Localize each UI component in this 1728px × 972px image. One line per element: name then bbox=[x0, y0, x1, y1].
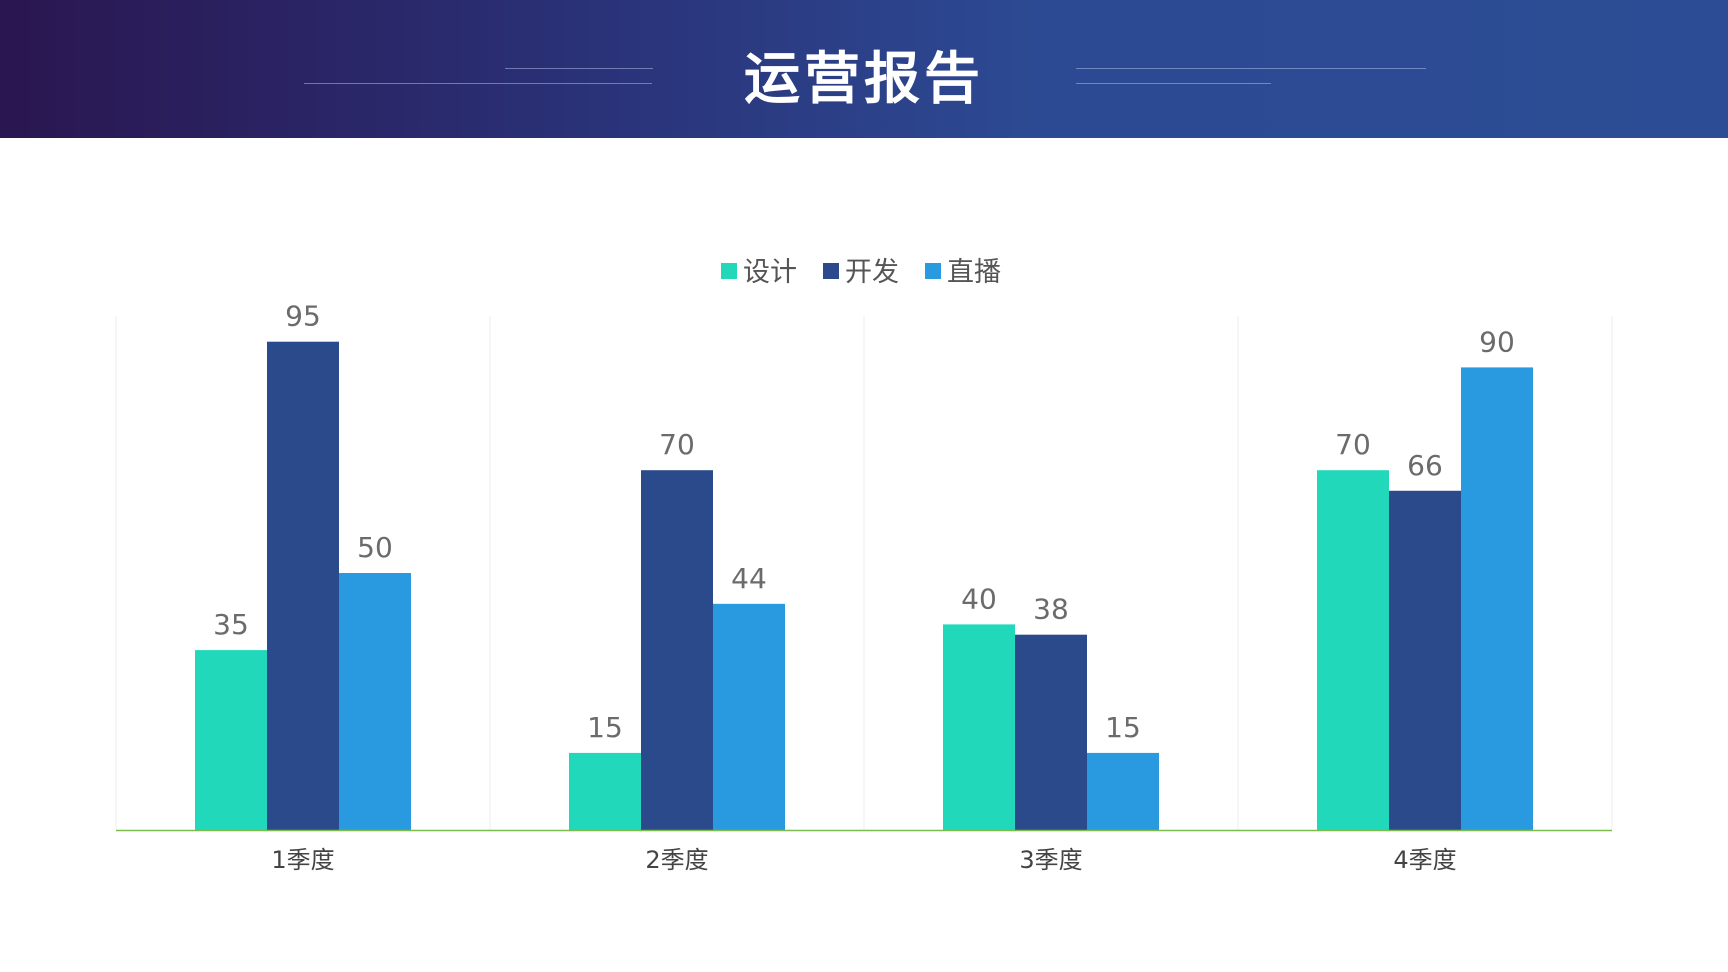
bar-开发-1季度 bbox=[267, 341, 339, 830]
data-label: 38 bbox=[1033, 593, 1069, 626]
decorative-line-left-short bbox=[505, 68, 653, 69]
bar-直播-4季度 bbox=[1461, 367, 1533, 830]
chart-bars bbox=[195, 341, 1533, 830]
x-tick-label: 2季度 bbox=[645, 846, 708, 874]
data-label: 95 bbox=[285, 300, 321, 333]
data-label: 15 bbox=[1105, 711, 1141, 744]
legend-label: 开发 bbox=[845, 257, 899, 288]
data-label: 66 bbox=[1407, 449, 1443, 482]
data-label: 70 bbox=[1335, 428, 1371, 461]
bar-设计-4季度 bbox=[1317, 470, 1389, 830]
data-label: 44 bbox=[731, 562, 767, 595]
data-label: 40 bbox=[961, 582, 997, 615]
title-banner: 运营报告 bbox=[0, 0, 1728, 138]
bar-开发-2季度 bbox=[641, 470, 713, 830]
chart-value-labels: 35 95 50 15 70 44 40 38 15 70 66 90 bbox=[213, 300, 1515, 744]
legend-swatch-开发 bbox=[823, 263, 839, 279]
bar-设计-2季度 bbox=[569, 752, 641, 830]
legend-swatch-直播 bbox=[925, 263, 941, 279]
decorative-line-right-short bbox=[1076, 83, 1271, 84]
data-label: 70 bbox=[659, 428, 695, 461]
chart-gridlines bbox=[115, 316, 1613, 830]
bar-开发-3季度 bbox=[1015, 634, 1087, 830]
bar-直播-3季度 bbox=[1087, 752, 1159, 830]
x-tick-label: 4季度 bbox=[1393, 846, 1456, 874]
bar-设计-1季度 bbox=[195, 650, 267, 830]
x-tick-label: 1季度 bbox=[271, 846, 334, 874]
page-title: 运营报告 bbox=[744, 47, 984, 112]
data-label: 35 bbox=[213, 608, 249, 641]
decorative-line-right-long bbox=[1076, 68, 1426, 69]
data-label: 90 bbox=[1479, 325, 1515, 358]
legend-label: 设计 bbox=[743, 257, 797, 288]
data-label: 50 bbox=[357, 531, 393, 564]
x-tick-label: 3季度 bbox=[1019, 846, 1082, 874]
chart-category-labels: 1季度 2季度 3季度 4季度 bbox=[271, 846, 1456, 874]
data-label: 15 bbox=[587, 711, 623, 744]
bar-直播-1季度 bbox=[339, 573, 411, 830]
bar-直播-2季度 bbox=[713, 603, 785, 830]
legend-label: 直播 bbox=[947, 257, 1001, 288]
bar-开发-4季度 bbox=[1389, 490, 1461, 830]
bar-设计-3季度 bbox=[943, 624, 1015, 830]
decorative-line-left-long bbox=[304, 83, 652, 84]
chart-legend: 设计 开发 直播 bbox=[721, 257, 1001, 288]
legend-swatch-设计 bbox=[721, 263, 737, 279]
